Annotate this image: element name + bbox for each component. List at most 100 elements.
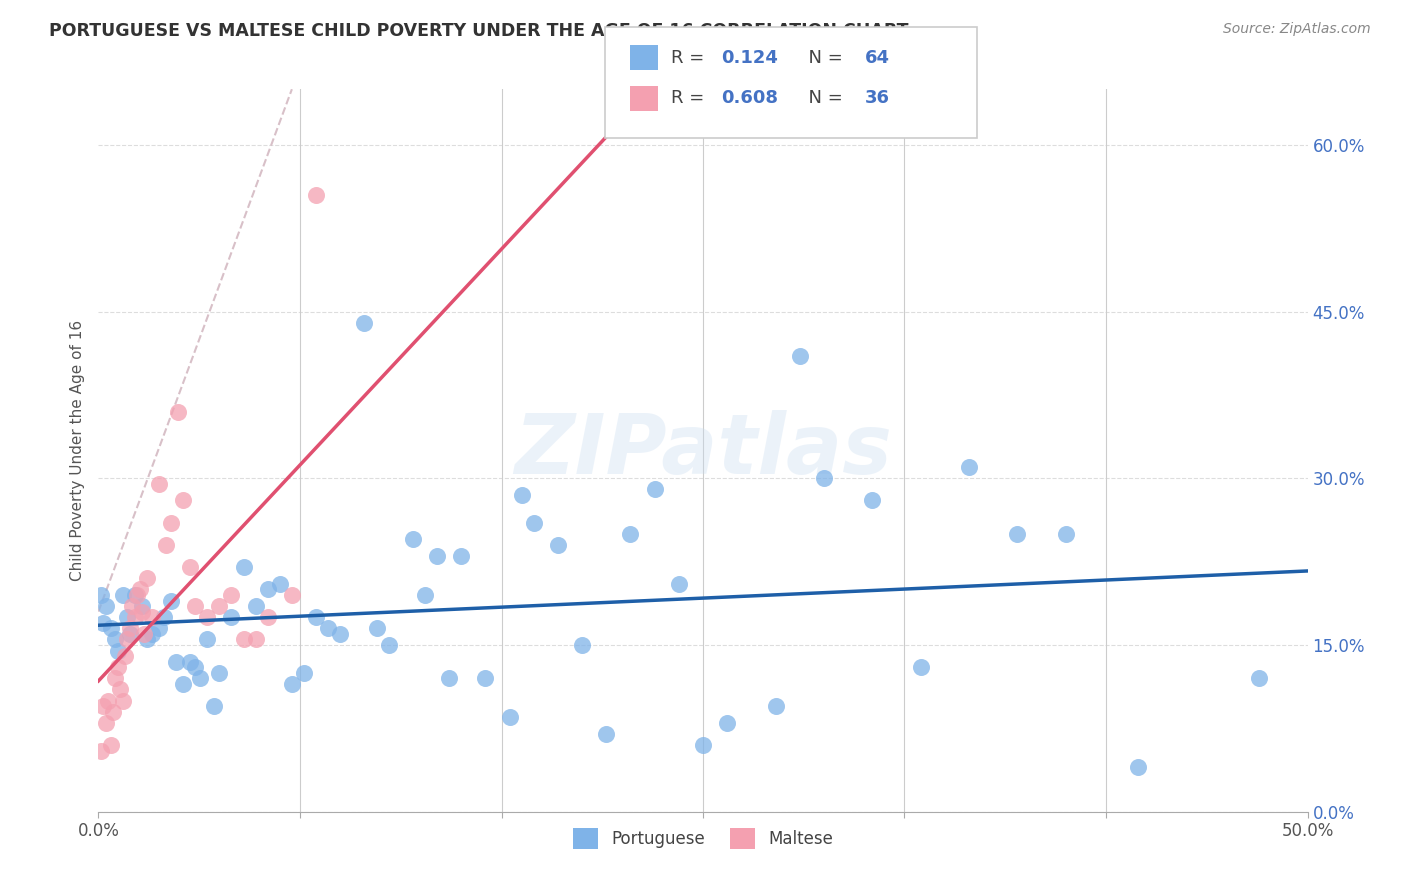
Point bbox=[118, 621, 141, 635]
Point bbox=[208, 599, 231, 613]
Point bbox=[111, 693, 134, 707]
Point bbox=[245, 599, 267, 613]
Point bbox=[523, 516, 546, 530]
Text: 36: 36 bbox=[865, 89, 890, 107]
Point bbox=[813, 471, 835, 485]
Point bbox=[595, 727, 617, 741]
Point bbox=[114, 649, 136, 664]
Point bbox=[104, 632, 127, 647]
Point bbox=[117, 632, 139, 647]
Point bbox=[957, 460, 980, 475]
Point bbox=[413, 588, 436, 602]
Point bbox=[547, 538, 569, 552]
Point bbox=[208, 665, 231, 680]
Point bbox=[402, 533, 425, 547]
Point bbox=[510, 488, 533, 502]
Point bbox=[281, 677, 304, 691]
Point bbox=[221, 588, 243, 602]
Point bbox=[184, 660, 207, 674]
Point bbox=[498, 710, 520, 724]
Point bbox=[292, 665, 315, 680]
Point bbox=[366, 621, 388, 635]
Point bbox=[329, 627, 352, 641]
Point bbox=[134, 627, 156, 641]
Point bbox=[155, 538, 177, 552]
Point bbox=[204, 699, 226, 714]
Point bbox=[1249, 671, 1271, 685]
Point bbox=[426, 549, 449, 563]
Point bbox=[281, 588, 304, 602]
Point bbox=[692, 738, 714, 752]
Point bbox=[165, 655, 187, 669]
Point bbox=[353, 316, 375, 330]
Text: N =: N = bbox=[797, 49, 849, 67]
Text: 0.608: 0.608 bbox=[721, 89, 779, 107]
Point bbox=[97, 693, 120, 707]
Point bbox=[305, 610, 328, 624]
Point bbox=[100, 738, 122, 752]
Point bbox=[179, 560, 201, 574]
Point bbox=[107, 643, 129, 657]
Text: 0.124: 0.124 bbox=[721, 49, 778, 67]
Point bbox=[172, 677, 194, 691]
Point bbox=[716, 715, 738, 730]
Text: R =: R = bbox=[671, 89, 710, 107]
Point bbox=[118, 627, 141, 641]
Point bbox=[128, 582, 150, 597]
Point bbox=[94, 715, 117, 730]
Text: ZIPatlas: ZIPatlas bbox=[515, 410, 891, 491]
Point bbox=[135, 632, 157, 647]
Point bbox=[221, 610, 243, 624]
Point bbox=[450, 549, 472, 563]
Point bbox=[94, 599, 117, 613]
Point bbox=[121, 599, 143, 613]
Point bbox=[195, 632, 218, 647]
Point bbox=[124, 588, 146, 602]
Point bbox=[107, 660, 129, 674]
Point bbox=[1007, 526, 1029, 541]
Point bbox=[188, 671, 211, 685]
Point bbox=[131, 605, 153, 619]
Point bbox=[179, 655, 201, 669]
Point bbox=[305, 187, 328, 202]
Point bbox=[789, 349, 811, 363]
Point bbox=[148, 476, 170, 491]
Point bbox=[91, 615, 114, 630]
Point bbox=[232, 560, 254, 574]
Point bbox=[571, 638, 593, 652]
Point bbox=[437, 671, 460, 685]
Text: 64: 64 bbox=[865, 49, 890, 67]
Point bbox=[316, 621, 339, 635]
Point bbox=[1054, 526, 1077, 541]
Point bbox=[111, 588, 134, 602]
Point bbox=[644, 483, 666, 497]
Point bbox=[91, 699, 114, 714]
Point bbox=[1128, 760, 1150, 774]
Point bbox=[172, 493, 194, 508]
Point bbox=[90, 743, 112, 757]
Point bbox=[245, 632, 267, 647]
Point bbox=[860, 493, 883, 508]
Point bbox=[619, 526, 641, 541]
Point bbox=[160, 593, 183, 607]
Point bbox=[474, 671, 496, 685]
Point bbox=[910, 660, 932, 674]
Point bbox=[256, 582, 278, 597]
Point bbox=[135, 571, 157, 585]
Point bbox=[269, 577, 291, 591]
Point bbox=[167, 404, 190, 418]
Point bbox=[256, 610, 278, 624]
Point bbox=[184, 599, 207, 613]
Point bbox=[232, 632, 254, 647]
Point bbox=[124, 610, 146, 624]
Point bbox=[131, 599, 153, 613]
Point bbox=[100, 621, 122, 635]
Y-axis label: Child Poverty Under the Age of 16: Child Poverty Under the Age of 16 bbox=[69, 320, 84, 581]
Point bbox=[195, 610, 218, 624]
Point bbox=[160, 516, 183, 530]
Point bbox=[141, 610, 163, 624]
Point bbox=[108, 682, 131, 697]
Text: PORTUGUESE VS MALTESE CHILD POVERTY UNDER THE AGE OF 16 CORRELATION CHART: PORTUGUESE VS MALTESE CHILD POVERTY UNDE… bbox=[49, 22, 908, 40]
Point bbox=[765, 699, 787, 714]
Point bbox=[148, 621, 170, 635]
